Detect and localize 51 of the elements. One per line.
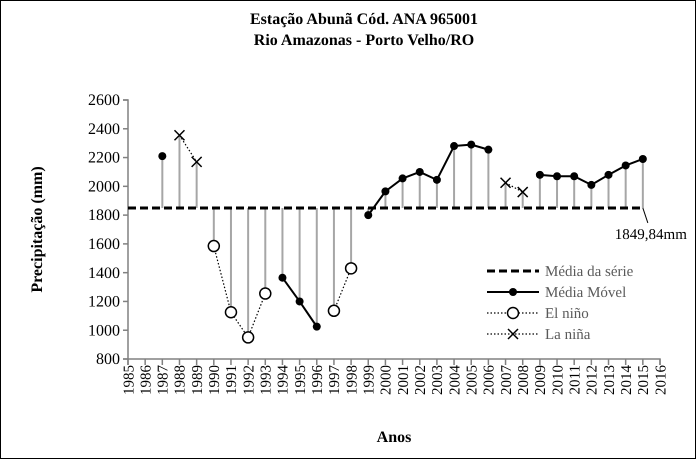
y-tick-label: 1000 [88,322,120,340]
x-tick-label: 2002 [412,365,429,395]
x-tick-label: 2004 [447,364,464,395]
x-tick-label: 2007 [498,364,515,395]
y-axis-title: Precipitação (mm) [29,166,46,293]
x-tick-label: 2010 [550,365,566,395]
chart-title: Estação Abunã Cód. ANA 965001 [250,11,478,28]
chart-subtitle: Rio Amazonas - Porto Velho/RO [254,32,474,49]
y-tick-label: 800 [96,351,120,368]
x-tick-label: 1990 [207,365,224,395]
x-tick-label: 1999 [362,365,378,395]
x-tick-label: 1995 [292,365,309,395]
x-tick-label: 1989 [190,365,206,395]
x-tick-label: 2001 [396,365,412,395]
x-tick-label: 2012 [584,365,601,395]
x-tick-label: 1986 [138,364,154,395]
x-tick-label: 2015 [636,365,652,395]
x-tick-label: 2000 [378,365,395,395]
legend-label: La niña [545,327,591,343]
y-tick-label: 2600 [88,92,120,110]
legend-label: Média Móvel [545,285,626,301]
x-tick-label: 1996 [310,364,326,395]
y-tick-label: 1800 [88,207,120,224]
y-tick-label: 2400 [88,120,120,138]
x-tick-label: 1991 [224,365,240,395]
y-tick-label: 1400 [88,264,120,282]
x-tick-label: 2008 [516,365,532,395]
x-tick-label: 1998 [344,365,360,395]
x-tick-label: 2009 [533,365,550,395]
x-tick-label: 1985 [121,365,138,395]
y-tick-label: 1600 [88,236,120,254]
x-tick-label: 2006 [482,364,498,395]
x-tick-label: 2003 [430,365,446,395]
x-tick-label: 2014 [618,364,635,395]
x-tick-label: 2011 [567,365,584,394]
x-axis-title: Anos [376,429,412,446]
x-tick-label: 2013 [602,365,618,395]
x-tick-label: 2005 [464,365,480,395]
x-tick-label: 1993 [258,365,275,395]
x-tick-label: 1992 [241,365,258,395]
x-tick-label: 1988 [172,365,189,395]
y-tick-label: 1200 [88,294,120,311]
legend-label: Média da série [545,264,634,280]
x-tick-label: 1987 [156,364,172,395]
y-tick-label: 2200 [88,150,120,167]
x-tick-label: 1997 [327,364,344,395]
legend-label: El niño [545,306,589,322]
annotation: 1849,84mm [614,226,688,243]
y-tick-label: 2000 [88,178,120,196]
x-tick-label: 1994 [276,364,292,395]
x-tick-label: 2016 [653,364,670,395]
